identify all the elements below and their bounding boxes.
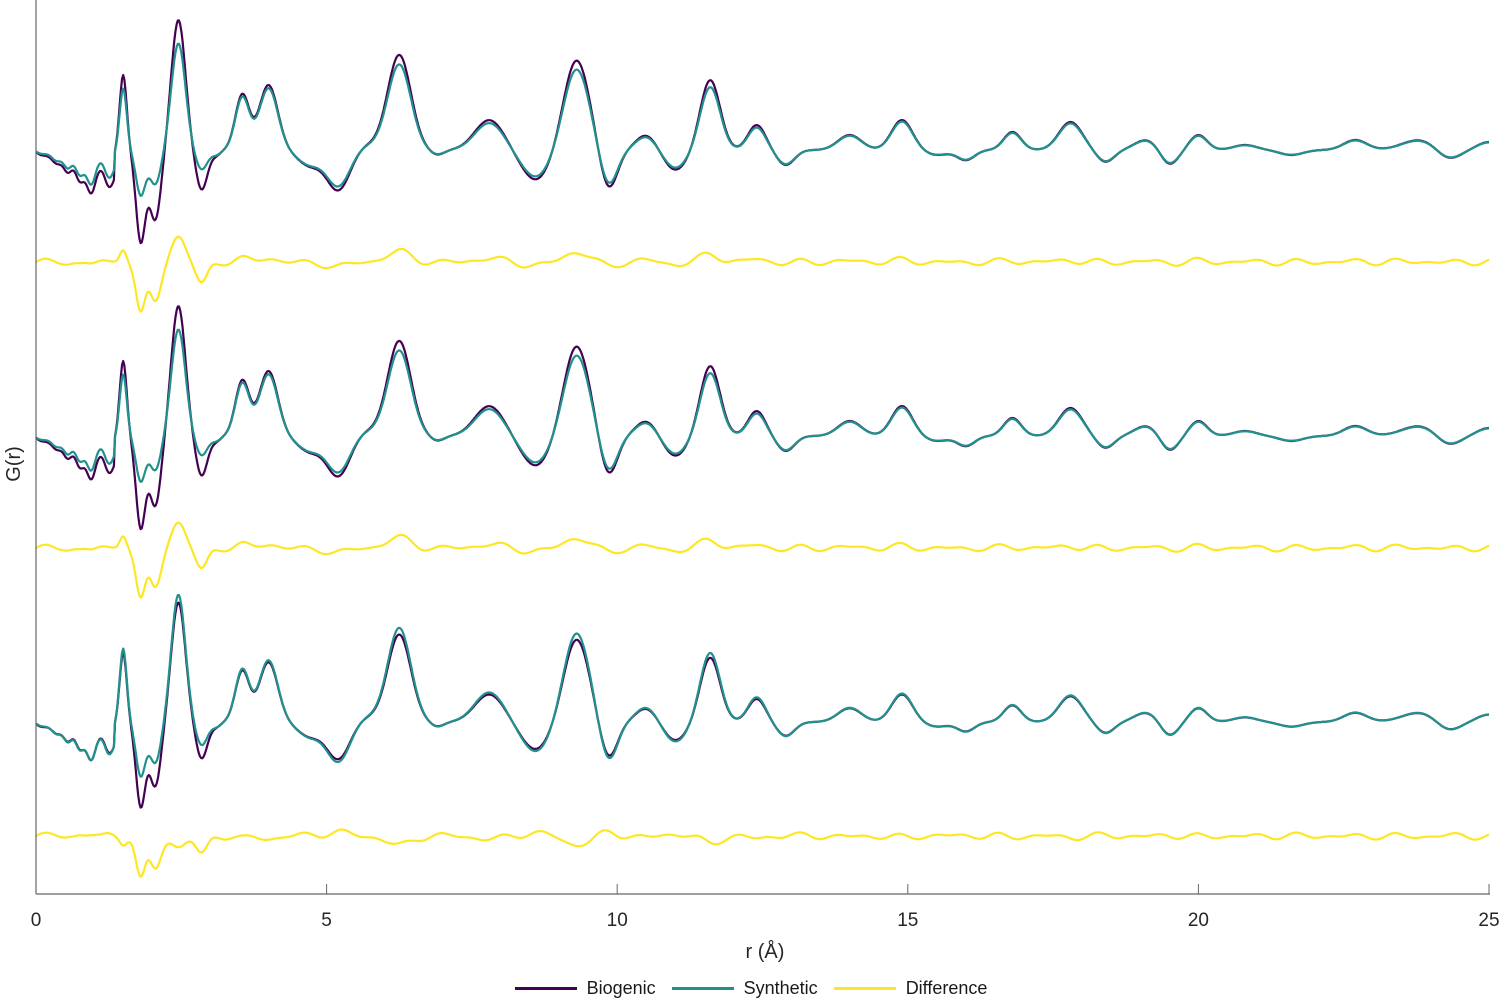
biogenic-curve-bottom [35,601,1489,809]
x-tick-label: 15 [897,910,918,931]
difference-curve-top [35,235,1490,313]
legend-label-difference: Difference [905,978,988,998]
x-axis-label: r (Å) [746,940,785,963]
y-axis-label: G(r) [3,446,25,482]
plot-area [35,19,1490,878]
legend-swatch-synthetic [671,987,734,990]
legend-item-synthetic: Synthetic [671,978,818,999]
x-tick-label: 25 [1478,910,1499,931]
legend-swatch-biogenic [514,987,577,990]
x-tick-label: 0 [31,910,42,931]
legend-label-synthetic: Synthetic [743,978,818,998]
legend-item-biogenic: Biogenic [514,978,656,999]
legend-label-biogenic: Biogenic [586,978,656,998]
synthetic-curve-bottom [35,594,1490,778]
legend: Biogenic Synthetic Difference [0,978,1502,999]
synthetic-curve-top [35,42,1490,197]
difference-curve-middle [35,521,1490,599]
x-ticks: 0 5 10 15 20 25 [31,884,1500,931]
x-tick-label: 20 [1188,910,1209,931]
synthetic-curve-middle [35,328,1490,483]
legend-swatch-difference [833,987,896,990]
difference-curve-bottom [35,828,1490,878]
x-tick-label: 10 [607,910,628,931]
x-tick-label: 5 [321,910,332,931]
pdf-chart: 0 5 10 15 20 25 r (Å) G(r) [3,0,1500,963]
legend-item-difference: Difference [833,978,988,999]
